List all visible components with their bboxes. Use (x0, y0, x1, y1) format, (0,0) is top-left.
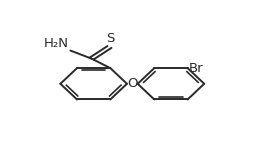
Text: H₂N: H₂N (44, 37, 69, 50)
Text: O: O (127, 77, 138, 90)
Text: Br: Br (189, 62, 203, 75)
Text: S: S (106, 32, 115, 45)
